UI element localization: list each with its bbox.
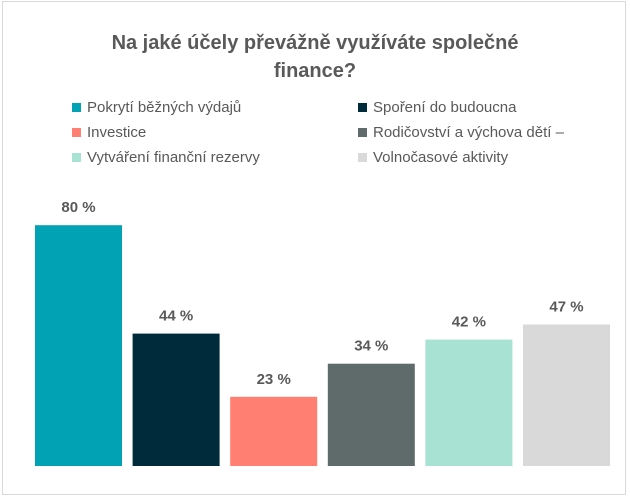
legend-item-0: Pokrytí běžných výdajů [72,96,241,118]
bar-2 [230,396,318,466]
bar-4 [425,339,513,466]
legend-label: Volnočasové aktivity [373,148,509,166]
legend-swatch [358,152,367,162]
legend-swatch [358,102,367,112]
legend-item-3: Rodičovství a výchova dětí – [358,121,564,143]
legend-item-2: Investice [72,121,146,143]
legend-label: Rodičovství a výchova dětí – [373,123,564,141]
legend-swatch [72,102,81,112]
bar-value-label-3: 34 % [354,338,388,355]
legend-label: Pokrytí běžných výdajů [87,98,242,116]
bar-0 [35,225,122,466]
legend-swatch [72,127,81,137]
legend-label: Vytváření finanční rezervy [87,148,260,166]
bar-value-label-4: 42 % [452,314,486,331]
legend-item-5: Volnočasové aktivity [358,146,508,168]
bar-value-label-5: 47 % [549,299,583,316]
bar-3 [327,363,415,466]
legend-swatch [358,127,367,137]
bar-5 [523,324,610,466]
bar-1 [132,333,220,466]
legend-swatch [72,152,81,162]
legend-item-4: Vytváření finanční rezervy [72,146,260,168]
chart-title-line-2: finance? [273,60,357,82]
bar-value-label-0: 80 % [61,199,95,216]
bar-value-label-2: 23 % [257,371,291,388]
legend-label: Investice [87,123,147,141]
legend-item-1: Spoření do budoucna [358,96,516,118]
chart-title: Na jaké účely převážně využíváte společn… [0,29,630,85]
chart-title-line-1: Na jaké účely převážně využíváte společn… [111,32,519,54]
bar-value-label-1: 44 % [159,308,193,325]
legend-label: Spoření do budoucna [373,98,517,116]
